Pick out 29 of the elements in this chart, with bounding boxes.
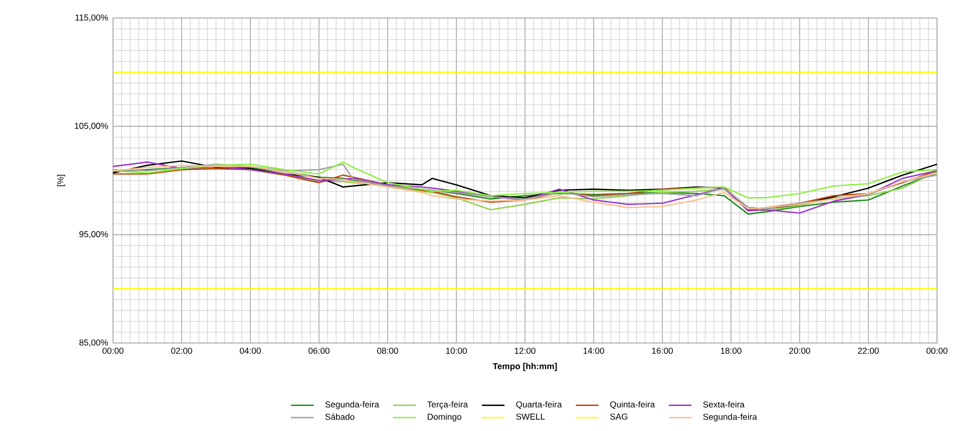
x-tick-label: 10:00	[446, 348, 467, 354]
x-tick-label: 06:00	[308, 348, 330, 354]
x-tick-label: 00:00	[102, 348, 124, 354]
y-tick-label: 115,00%	[76, 14, 108, 22]
x-tick-label: 14:00	[584, 348, 604, 354]
x-tick-label: 22:00	[858, 348, 879, 354]
legend-label: Terça-feira	[427, 401, 468, 410]
legend-label: Segunda-feira	[325, 401, 380, 410]
x-tick-label: 00:00	[926, 348, 948, 354]
y-tick-label: 105,00%	[74, 122, 108, 130]
legend-label: SAG	[610, 414, 628, 420]
x-tick-label: 02:00	[171, 348, 192, 354]
legend-label: Quarta-feira	[516, 401, 562, 410]
x-tick-label: 04:00	[240, 348, 261, 354]
legend-label: Quinta-feira	[610, 401, 655, 410]
x-tick-label: 08:00	[377, 348, 398, 354]
x-tick-label: 16:00	[652, 348, 673, 354]
y-axis-title: [%]	[57, 174, 66, 186]
legend-label: SWELL	[516, 414, 545, 420]
legend-label: Sexta-feira	[703, 401, 745, 408]
x-tick-label: 18:00	[720, 348, 742, 354]
x-tick-label: 12:00	[514, 348, 536, 354]
y-tick-label: 85,00%	[79, 339, 108, 347]
legend-label: Segunda-feira	[703, 413, 758, 422]
x-axis-title: Tempo [hh:mm]	[492, 362, 557, 371]
legend-label: Sábado	[325, 413, 354, 420]
legend-label: Domingo	[428, 413, 462, 422]
x-tick-label: 20:00	[789, 348, 810, 354]
y-tick-label: 95,00%	[79, 231, 108, 238]
